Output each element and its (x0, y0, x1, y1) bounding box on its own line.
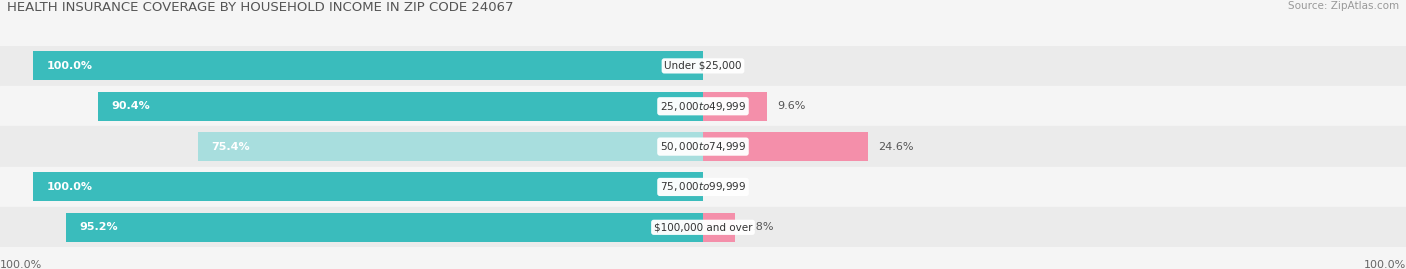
Text: 9.6%: 9.6% (778, 101, 806, 111)
Text: $25,000 to $49,999: $25,000 to $49,999 (659, 100, 747, 113)
Text: 100.0%: 100.0% (46, 182, 93, 192)
Text: 24.6%: 24.6% (877, 141, 914, 152)
Bar (0, 167, 1406, 207)
Bar (0, 46, 1406, 86)
Bar (0, 207, 1406, 247)
Text: 0.0%: 0.0% (713, 61, 741, 71)
Text: 90.4%: 90.4% (111, 101, 150, 111)
Bar (703, 213, 735, 242)
Bar (0, 126, 1406, 167)
Text: $75,000 to $99,999: $75,000 to $99,999 (659, 180, 747, 193)
Bar (703, 132, 868, 161)
Bar (66, 213, 703, 242)
Text: 100.0%: 100.0% (46, 61, 93, 71)
Bar (34, 51, 703, 80)
Text: 100.0%: 100.0% (0, 260, 42, 269)
Text: Under $25,000: Under $25,000 (664, 61, 742, 71)
Text: 0.0%: 0.0% (713, 182, 741, 192)
Text: $50,000 to $74,999: $50,000 to $74,999 (659, 140, 747, 153)
Text: Source: ZipAtlas.com: Source: ZipAtlas.com (1288, 1, 1399, 11)
Text: 75.4%: 75.4% (211, 141, 250, 152)
Bar (198, 132, 703, 161)
Text: 100.0%: 100.0% (1364, 260, 1406, 269)
Text: $100,000 and over: $100,000 and over (654, 222, 752, 232)
Bar (34, 172, 703, 201)
Bar (703, 92, 768, 121)
Bar (98, 92, 703, 121)
Text: 4.8%: 4.8% (745, 222, 773, 232)
Text: HEALTH INSURANCE COVERAGE BY HOUSEHOLD INCOME IN ZIP CODE 24067: HEALTH INSURANCE COVERAGE BY HOUSEHOLD I… (7, 1, 513, 14)
Text: 95.2%: 95.2% (79, 222, 118, 232)
Bar (0, 86, 1406, 126)
